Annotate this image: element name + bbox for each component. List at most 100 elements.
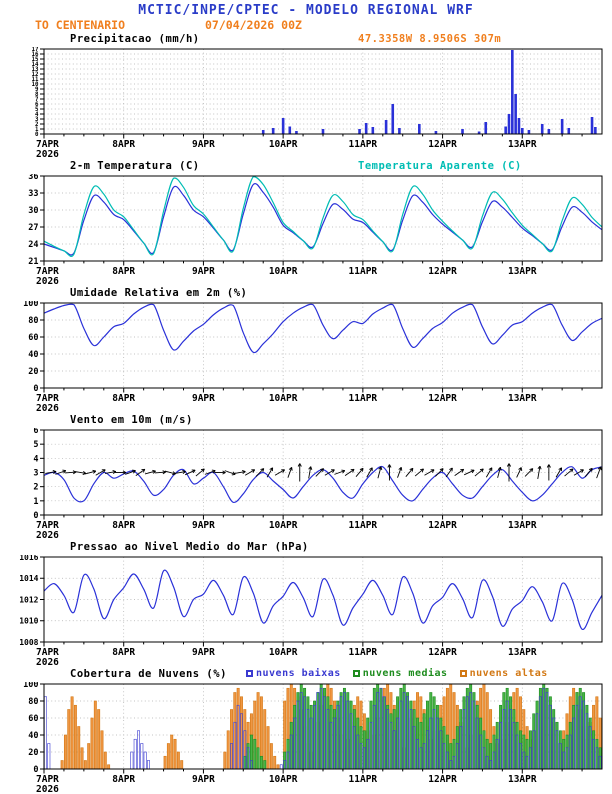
svg-text:1008: 1008: [19, 638, 38, 647]
run-datetime: 07/04/2026 00Z: [205, 18, 302, 32]
svg-text:11APR: 11APR: [349, 393, 378, 404]
humidity-title: Umidade Relativa em 2m (%): [70, 287, 247, 299]
svg-text:12APR: 12APR: [428, 266, 457, 277]
svg-text:5: 5: [33, 440, 38, 450]
svg-text:8APR: 8APR: [112, 266, 135, 277]
svg-text:1012: 1012: [19, 595, 38, 604]
svg-text:40: 40: [28, 731, 38, 741]
svg-text:12APR: 12APR: [428, 139, 457, 150]
svg-text:10APR: 10APR: [269, 139, 298, 150]
svg-text:1014: 1014: [19, 574, 38, 583]
svg-text:2026: 2026: [36, 784, 59, 794]
svg-text:8APR: 8APR: [112, 774, 135, 785]
svg-text:10APR: 10APR: [269, 520, 298, 531]
svg-text:11APR: 11APR: [349, 647, 378, 658]
legend-item-nuvens-baixas: nuvens baixas: [246, 668, 341, 679]
svg-text:9APR: 9APR: [192, 393, 215, 404]
svg-text:2: 2: [33, 483, 38, 493]
station-coordinates: 47.3358W 8.9506S 307m: [358, 33, 501, 45]
svg-text:4: 4: [33, 454, 38, 464]
svg-text:12APR: 12APR: [428, 774, 457, 785]
svg-text:11APR: 11APR: [349, 266, 378, 277]
svg-text:80: 80: [28, 316, 38, 326]
svg-text:11APR: 11APR: [349, 139, 378, 150]
apparent-temperature-label: Temperatura Aparente (C): [358, 160, 522, 172]
svg-text:9APR: 9APR: [192, 647, 215, 658]
cloud-title-row: Cobertura de Nuvens (%) nuvens baixas nu…: [0, 667, 612, 682]
svg-text:13APR: 13APR: [508, 774, 537, 785]
svg-text:36: 36: [28, 174, 38, 182]
page-header: MCTIC/INPE/CPTEC - MODELO REGIONAL WRF T…: [0, 3, 612, 32]
svg-text:2026: 2026: [36, 403, 59, 413]
svg-text:20: 20: [28, 748, 38, 758]
svg-text:8APR: 8APR: [112, 139, 135, 150]
svg-text:10APR: 10APR: [269, 774, 298, 785]
svg-text:30: 30: [28, 206, 38, 216]
cloud-legend: nuvens baixas nuvens medias nuvens altas: [246, 668, 548, 679]
svg-text:80: 80: [28, 697, 38, 707]
humidity-title-row: Umidade Relativa em 2m (%): [0, 286, 612, 301]
svg-text:9APR: 9APR: [192, 266, 215, 277]
svg-text:12APR: 12APR: [428, 520, 457, 531]
legend-item-nuvens-medias: nuvens medias: [353, 668, 448, 679]
svg-text:8APR: 8APR: [112, 520, 135, 531]
legend-box-nuvens-medias: [353, 670, 360, 677]
svg-text:13APR: 13APR: [508, 266, 537, 277]
panel-precipitation: Precipitacao (mm/h) 47.3358W 8.9506S 307…: [0, 32, 612, 159]
svg-text:11APR: 11APR: [349, 520, 378, 531]
svg-text:9APR: 9APR: [192, 139, 215, 150]
svg-text:2026: 2026: [36, 530, 59, 540]
temperature-title-row: 2-m Temperatura (C) Temperatura Aparente…: [0, 159, 612, 174]
svg-text:40: 40: [28, 350, 38, 360]
panel-temperature: 2-m Temperatura (C) Temperatura Aparente…: [0, 159, 612, 286]
wind-title: Vento em 10m (m/s): [70, 414, 193, 426]
svg-text:2026: 2026: [36, 657, 59, 667]
svg-text:60: 60: [28, 714, 38, 724]
svg-text:100: 100: [23, 301, 38, 309]
svg-text:9APR: 9APR: [192, 774, 215, 785]
precipitation-title: Precipitacao (mm/h): [70, 33, 200, 45]
wind-title-row: Vento em 10m (m/s): [0, 413, 612, 428]
precipitation-title-row: Precipitacao (mm/h) 47.3358W 8.9506S 307…: [0, 32, 612, 47]
svg-text:12APR: 12APR: [428, 393, 457, 404]
pressure-title-row: Pressao ao Nivel Medio do Mar (hPa): [0, 540, 612, 555]
svg-text:1010: 1010: [19, 617, 38, 626]
svg-text:100: 100: [23, 682, 38, 690]
legend-label-nuvens-baixas: nuvens baixas: [256, 668, 341, 679]
svg-text:20: 20: [28, 367, 38, 377]
svg-text:3: 3: [33, 469, 38, 479]
svg-text:10APR: 10APR: [269, 393, 298, 404]
panel-pressure: Pressao ao Nivel Medio do Mar (hPa) 1008…: [0, 540, 612, 667]
svg-text:8APR: 8APR: [112, 647, 135, 658]
svg-text:13APR: 13APR: [508, 139, 537, 150]
svg-text:2026: 2026: [36, 149, 59, 159]
svg-text:13APR: 13APR: [508, 520, 537, 531]
pressure-title: Pressao ao Nivel Medio do Mar (hPa): [70, 541, 309, 553]
legend-box-nuvens-altas: [460, 670, 467, 677]
svg-text:60: 60: [28, 333, 38, 343]
svg-text:2026: 2026: [36, 276, 59, 286]
svg-text:9APR: 9APR: [192, 520, 215, 531]
svg-text:1016: 1016: [19, 555, 38, 562]
svg-text:11APR: 11APR: [349, 774, 378, 785]
svg-text:1: 1: [33, 497, 38, 507]
panel-cloud-cover: Cobertura de Nuvens (%) nuvens baixas nu…: [0, 667, 612, 794]
legend-label-nuvens-altas: nuvens altas: [470, 668, 548, 679]
temperature-title: 2-m Temperatura (C): [70, 160, 200, 172]
svg-text:12APR: 12APR: [428, 647, 457, 658]
cloud-cover-title: Cobertura de Nuvens (%): [70, 668, 227, 680]
svg-text:13APR: 13APR: [508, 647, 537, 658]
station-name: TO CENTENARIO: [35, 18, 125, 32]
svg-text:17: 17: [32, 47, 39, 53]
svg-text:33: 33: [28, 189, 38, 199]
svg-text:10APR: 10APR: [269, 647, 298, 658]
svg-text:8APR: 8APR: [112, 393, 135, 404]
svg-text:27: 27: [28, 223, 38, 233]
